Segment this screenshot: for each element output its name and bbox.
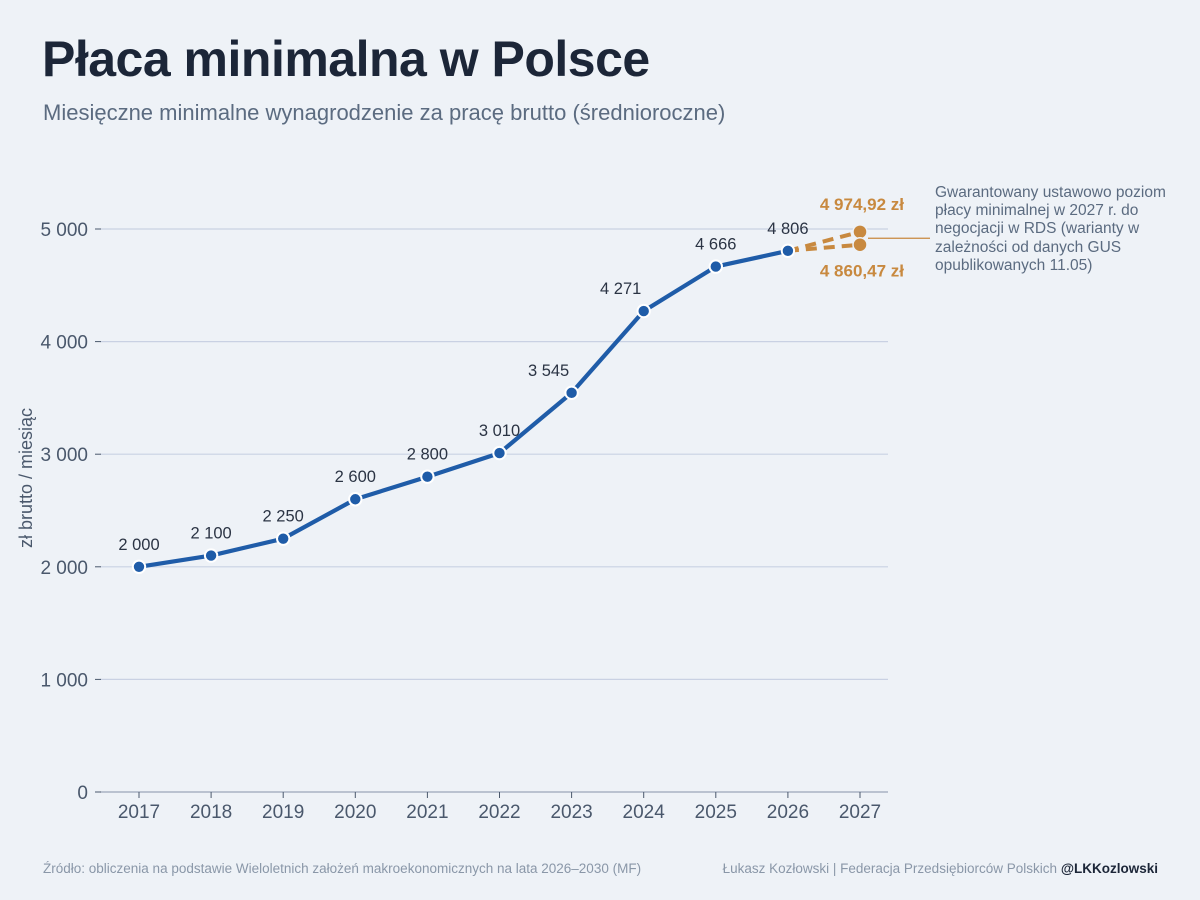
- data-label: 4 806: [767, 220, 808, 238]
- data-point: [492, 445, 507, 461]
- page-subtitle: Miesięczne minimalne wynagrodzenie za pr…: [43, 100, 726, 125]
- forecast-point: [852, 224, 868, 240]
- y-tick-label: 2 000: [40, 558, 88, 579]
- forecast-series: 4 974,92 zł 4 860,47 zł: [787, 195, 930, 281]
- data-label: 4 271: [600, 280, 641, 298]
- data-label: 2 800: [407, 446, 448, 464]
- data-label: 2 100: [190, 525, 231, 543]
- x-tick-label: 2026: [767, 802, 809, 823]
- forecast-point: [852, 236, 868, 253]
- series-polyline: [136, 248, 791, 569]
- x-tick-label: 2025: [695, 802, 737, 823]
- data-point: [564, 385, 579, 401]
- data-point: [203, 548, 219, 563]
- data-label: 2 000: [118, 536, 159, 554]
- forecast-annotation: Gwarantowany ustawowo poziom płacy minim…: [935, 184, 1166, 274]
- forecast-label: 4 974,92 zł: [820, 195, 904, 214]
- data-label: 3 010: [479, 422, 520, 440]
- x-tick-label: 2017: [118, 802, 160, 823]
- data-labels: 2 000 2 100 2 250 2 600 2 800 3 010 3 545 4 271…: [118, 220, 808, 554]
- x-tick-label: 2020: [334, 802, 376, 823]
- data-label: 2 600: [335, 468, 376, 486]
- y-tick-label: 3 000: [40, 445, 88, 466]
- series-line: [131, 243, 796, 574]
- x-tick-label: 2022: [478, 802, 520, 823]
- y-tick-label: 5 000: [40, 220, 88, 241]
- data-point: [780, 243, 796, 259]
- y-axis-ticks: 0 1 000 2 000 3 000 4 000 5 000: [40, 220, 101, 804]
- source-note: Źródło: obliczenia na podstawie Wielolet…: [43, 861, 642, 876]
- x-tick-label: 2027: [839, 802, 881, 823]
- x-tick-label: 2024: [623, 802, 666, 823]
- forecast-line: [787, 242, 861, 253]
- x-tick-label: 2023: [550, 802, 592, 823]
- grid-lines: [100, 228, 888, 793]
- y-axis-label: zł brutto / miesiąc: [16, 408, 36, 548]
- data-point: [348, 492, 363, 507]
- x-tick-label: 2019: [262, 802, 304, 823]
- data-point: [420, 469, 435, 484]
- x-axis-ticks: 2017 2018 2019 2020 2021 2022 2023 2024 2025 2026…: [118, 792, 881, 823]
- data-point: [131, 559, 147, 574]
- y-tick-label: 4 000: [40, 333, 88, 354]
- author-handle: @LKKozlowski: [1060, 861, 1158, 876]
- x-tick-label: 2018: [190, 802, 232, 823]
- data-point: [276, 531, 291, 546]
- data-label: 4 666: [695, 236, 736, 254]
- y-tick-label: 1 000: [40, 670, 88, 691]
- x-tick-label: 2021: [406, 802, 448, 823]
- y-tick-label: 0: [77, 783, 88, 804]
- data-point: [708, 259, 723, 274]
- data-label: 3 545: [528, 362, 569, 380]
- author-credit: Łukasz Kozłowski | Federacja Przedsiębio…: [722, 861, 1057, 876]
- page-title: Płaca minimalna w Polsce: [42, 31, 650, 87]
- data-point: [636, 303, 651, 319]
- forecast-label: 4 860,47 zł: [820, 262, 904, 281]
- forecast-line: [787, 229, 861, 253]
- data-label: 2 250: [263, 508, 304, 526]
